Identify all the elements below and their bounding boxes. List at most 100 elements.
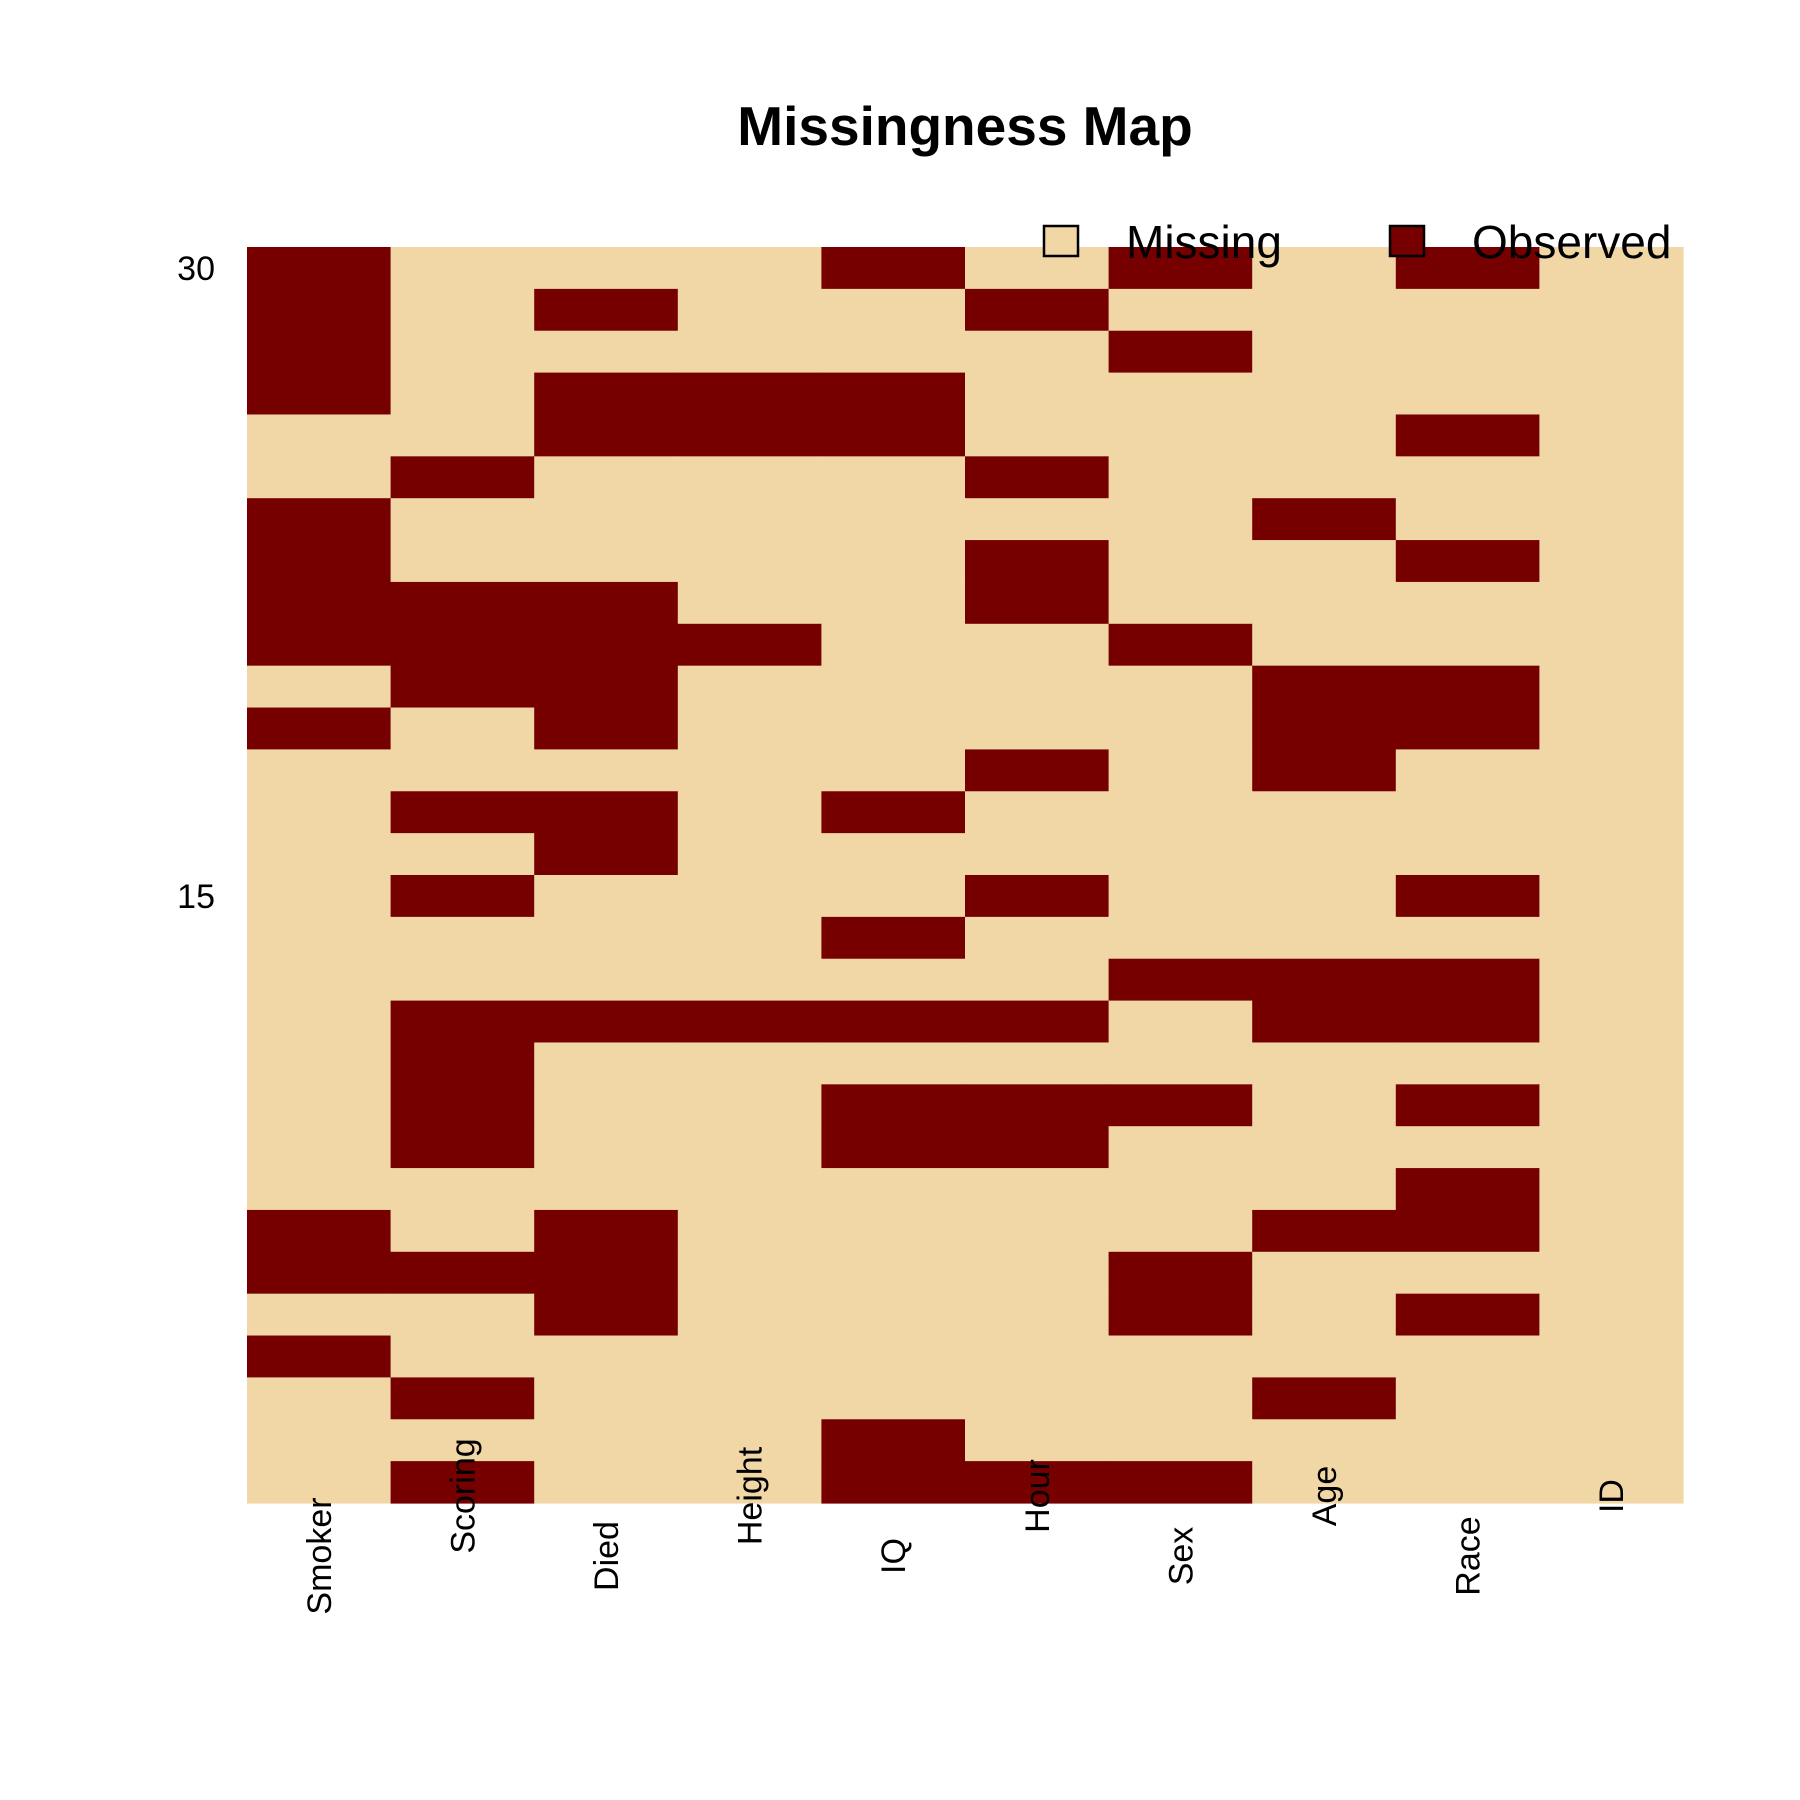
heatmap-cell <box>677 1419 822 1462</box>
heatmap-cell <box>1252 330 1397 374</box>
heatmap-cell <box>1108 498 1253 541</box>
heatmap-cell <box>965 791 1110 834</box>
heatmap-cell <box>1252 1293 1397 1337</box>
heatmap-cell <box>965 1251 1110 1295</box>
legend-label-observed: Observed <box>1472 216 1671 268</box>
heatmap-cell <box>1252 1251 1397 1295</box>
heatmap-cell <box>965 1419 1110 1462</box>
heatmap-cell <box>965 247 1110 290</box>
heatmap-cell <box>534 1126 679 1169</box>
heatmap-cell <box>247 707 392 750</box>
heatmap-cell <box>1252 791 1397 834</box>
heatmap-cell <box>1252 1377 1397 1420</box>
heatmap-cell <box>677 581 822 625</box>
heatmap-cell <box>1539 1377 1684 1420</box>
heatmap-cell <box>1252 1126 1397 1169</box>
heatmap-cell <box>821 623 966 667</box>
heatmap-cell <box>247 1000 392 1044</box>
heatmap-cell <box>534 372 679 416</box>
heatmap-cell <box>965 288 1110 332</box>
heatmap-cell <box>534 1042 679 1085</box>
heatmap-cell <box>247 1461 392 1504</box>
heatmap-cell <box>534 1168 679 1211</box>
heatmap-cell <box>677 1293 822 1337</box>
heatmap-cell <box>1252 372 1397 416</box>
heatmap-cell <box>1539 456 1684 499</box>
heatmap-cell <box>1252 749 1397 792</box>
heatmap-cell <box>247 1335 392 1378</box>
heatmap-cell <box>1395 1293 1540 1337</box>
heatmap-cell <box>1108 707 1253 750</box>
heatmap-cell <box>1539 288 1684 332</box>
heatmap-cell <box>1539 958 1684 1002</box>
heatmap-cell <box>821 247 966 290</box>
y-tick-label: 30 <box>177 250 215 288</box>
heatmap-cell <box>1539 707 1684 750</box>
heatmap-cell <box>1108 665 1253 709</box>
heatmap-cell <box>247 1126 392 1169</box>
heatmap-cell <box>247 581 392 625</box>
heatmap-cell <box>390 288 535 332</box>
heatmap-cell <box>390 1000 535 1044</box>
heatmap-cell <box>821 456 966 499</box>
heatmap-cell <box>677 1461 822 1504</box>
heatmap-cell <box>821 414 966 457</box>
heatmap-cell <box>247 498 392 541</box>
heatmap-cell <box>390 791 535 834</box>
heatmap-cell <box>1252 665 1397 709</box>
heatmap-cell <box>1108 875 1253 918</box>
heatmap-cell <box>1395 372 1540 416</box>
heatmap-cell <box>390 1335 535 1378</box>
heatmap-cell <box>965 749 1110 792</box>
heatmap-cell <box>1539 1461 1684 1504</box>
column-label-smoker: Smoker <box>301 1497 339 1614</box>
heatmap-cell <box>1252 247 1397 290</box>
heatmap-cell <box>1108 1293 1253 1337</box>
heatmap-cell <box>677 1084 822 1127</box>
heatmap-cell <box>965 1000 1110 1044</box>
heatmap-cell <box>1395 1377 1540 1420</box>
heatmap-cell <box>1108 833 1253 876</box>
heatmap-cell <box>390 414 535 457</box>
heatmap-cell <box>1108 1000 1253 1044</box>
heatmap-cell <box>821 1419 966 1462</box>
heatmap-cell <box>1108 1251 1253 1295</box>
heatmap-cell <box>1108 288 1253 332</box>
heatmap-cell <box>677 1251 822 1295</box>
heatmap-cell <box>534 958 679 1002</box>
heatmap-cell <box>247 540 392 583</box>
heatmap-cell <box>965 1042 1110 1085</box>
heatmap-cell <box>821 1042 966 1085</box>
heatmap-cell <box>390 456 535 499</box>
heatmap-cell <box>534 414 679 457</box>
heatmap-cell <box>1395 414 1540 457</box>
heatmap-cell <box>965 1126 1110 1169</box>
column-label-height: Height <box>732 1446 770 1545</box>
heatmap-cell <box>965 958 1110 1002</box>
column-label-age: Age <box>1306 1466 1344 1527</box>
heatmap-cell <box>821 916 966 960</box>
heatmap-cell <box>247 1293 392 1337</box>
heatmap-cell <box>1252 875 1397 918</box>
column-label-hour: Hour <box>1019 1459 1057 1533</box>
heatmap-cell <box>534 875 679 918</box>
heatmap-cell <box>965 581 1110 625</box>
heatmap-cell <box>1108 623 1253 667</box>
heatmap-cell <box>1108 330 1253 374</box>
column-label-died: Died <box>588 1521 626 1591</box>
heatmap-cell <box>534 247 679 290</box>
heatmap-cell <box>1395 791 1540 834</box>
heatmap-cell <box>1395 1251 1540 1295</box>
heatmap-cell <box>1252 414 1397 457</box>
heatmap-cell <box>1252 1419 1397 1462</box>
heatmap-cell <box>390 749 535 792</box>
heatmap-cell <box>247 1209 392 1253</box>
heatmap-cell <box>390 1461 535 1504</box>
heatmap-cell <box>390 707 535 750</box>
heatmap-cell <box>1539 414 1684 457</box>
heatmap-cell <box>1539 791 1684 834</box>
heatmap-cell <box>1395 623 1540 667</box>
heatmap-cell <box>247 1042 392 1085</box>
heatmap-cell <box>821 581 966 625</box>
